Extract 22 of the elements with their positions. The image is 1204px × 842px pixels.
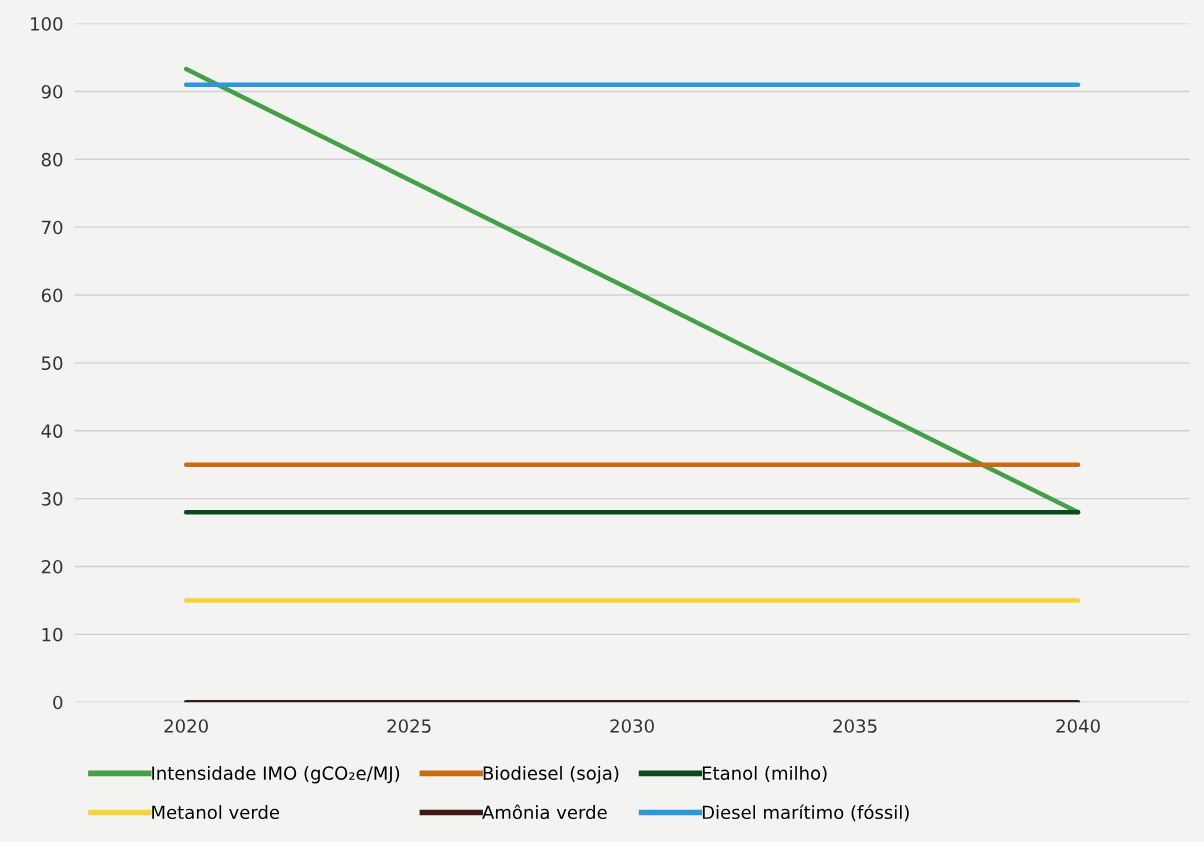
y-tick-label: 60 [41,288,63,303]
x-tick-label: 2025 [387,719,431,733]
y-tick-label: 20 [41,559,63,574]
x-tick-label: 2035 [833,719,877,733]
y-tick-label: 10 [42,627,63,642]
y-tick-label: 70 [42,220,63,235]
legend-label: Etanol (milho) [702,765,827,783]
y-tick-label: 30 [41,492,63,506]
y-tick-label: 0 [53,695,63,710]
y-tick-label: 90 [41,84,63,99]
legend-label: Intensidade IMO (gCO₂e/MJ) [152,765,400,784]
y-tick-label: 80 [41,152,63,167]
y-tick-label: 100 [31,17,63,31]
legend-label: Biodiesel (soja) [483,765,619,784]
legend-label: Diesel marítimo (fóssil) [702,804,909,822]
legend-label: Amônia verde [482,804,607,820]
legend-label: Metanol verde [152,805,280,820]
x-tick-label: 2020 [164,719,208,733]
x-tick-label: 2030 [610,719,654,733]
y-tick-label: 40 [41,424,63,438]
y-tick-label: 50 [41,356,63,371]
x-tick-label: 2040 [1056,719,1100,733]
